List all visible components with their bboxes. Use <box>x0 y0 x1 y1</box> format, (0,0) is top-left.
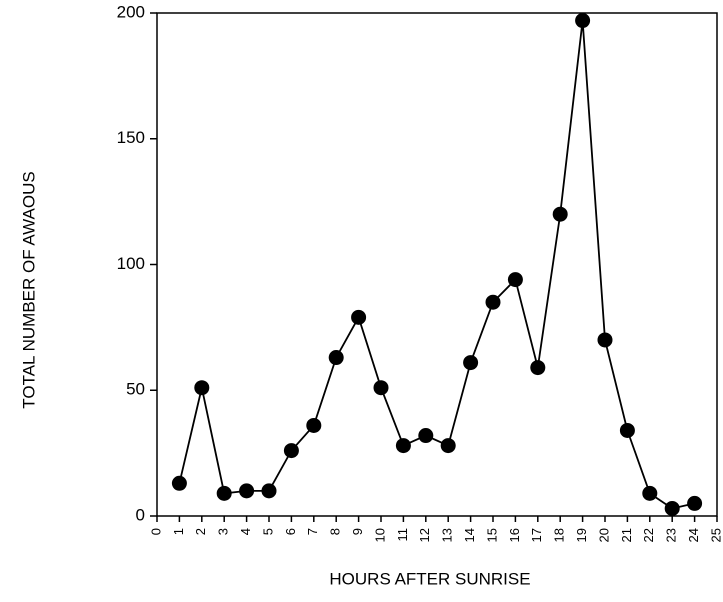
data-point <box>642 485 658 501</box>
data-point <box>306 417 322 433</box>
x-tick-label: 21 <box>619 528 634 542</box>
data-point <box>485 294 501 310</box>
x-tick-label: 13 <box>440 528 455 542</box>
x-tick-label: 11 <box>395 528 410 542</box>
data-point <box>418 428 434 444</box>
y-axis-label: TOTAL NUMBER OF AWAOUS <box>19 171 38 408</box>
x-tick-label: 6 <box>283 528 298 535</box>
x-tick-label: 17 <box>529 528 544 542</box>
x-tick-label: 20 <box>596 528 611 542</box>
y-tick-label: 0 <box>136 505 145 524</box>
data-point <box>351 309 367 325</box>
data-point <box>216 485 232 501</box>
data-point <box>171 475 187 491</box>
x-tick-label: 16 <box>507 528 522 542</box>
data-point <box>687 495 703 511</box>
x-tick-label: 24 <box>686 528 701 542</box>
y-tick-label: 200 <box>117 2 145 21</box>
data-point <box>194 380 210 396</box>
x-tick-label: 14 <box>462 528 477 542</box>
x-tick-label: 22 <box>641 528 656 542</box>
x-tick-label: 1 <box>171 528 186 535</box>
data-point <box>530 360 546 376</box>
x-tick-label: 10 <box>372 528 387 542</box>
data-point <box>575 13 591 29</box>
x-tick-label: 15 <box>484 528 499 542</box>
y-tick-label: 150 <box>117 128 145 147</box>
data-point <box>328 350 344 366</box>
data-point <box>395 438 411 454</box>
y-tick-label: 100 <box>117 254 145 273</box>
x-tick-label: 0 <box>148 528 163 535</box>
data-point <box>440 438 456 454</box>
x-tick-label: 4 <box>238 528 253 535</box>
data-point <box>283 443 299 459</box>
data-point <box>619 422 635 438</box>
x-tick-label: 18 <box>552 528 567 542</box>
x-tick-label: 23 <box>664 528 679 542</box>
x-tick-label: 2 <box>193 528 208 535</box>
data-point <box>463 355 479 371</box>
data-point <box>664 500 680 516</box>
x-tick-label: 7 <box>305 528 320 535</box>
data-point <box>239 483 255 499</box>
x-tick-label: 9 <box>350 528 365 535</box>
x-tick-label: 8 <box>328 528 343 535</box>
data-point <box>373 380 389 396</box>
data-point <box>552 206 568 222</box>
x-tick-label: 5 <box>260 528 275 535</box>
data-point <box>597 332 613 348</box>
x-tick-label: 12 <box>417 528 432 542</box>
x-tick-label: 19 <box>574 528 589 542</box>
data-line <box>178 20 695 510</box>
x-tick-label: 3 <box>216 528 231 535</box>
x-axis-label: HOURS AFTER SUNRISE <box>329 569 530 588</box>
x-tick-label: 25 <box>708 528 723 542</box>
data-point <box>261 483 277 499</box>
y-tick-label: 50 <box>126 380 145 399</box>
data-point <box>507 272 523 288</box>
